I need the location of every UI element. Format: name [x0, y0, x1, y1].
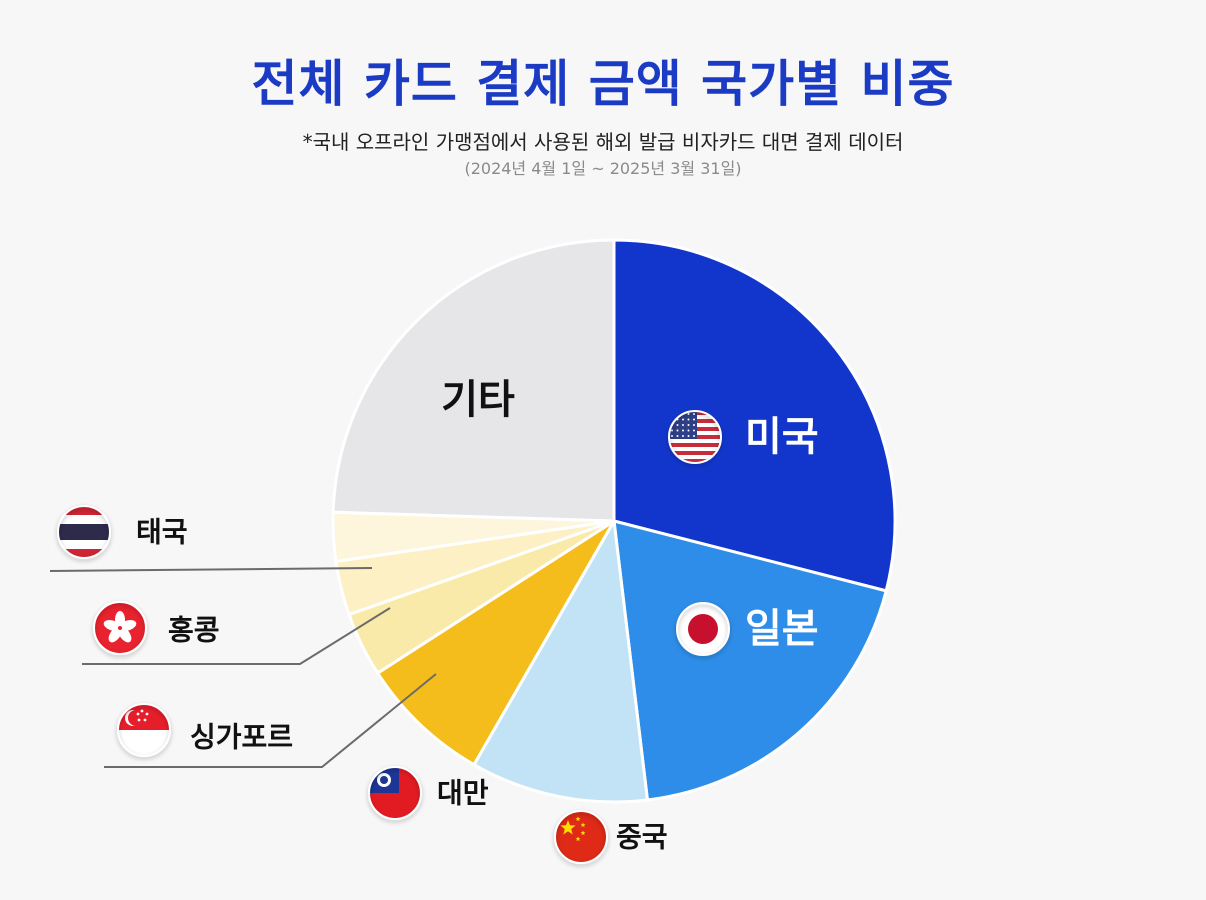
- leader-line: [82, 607, 391, 665]
- us-flag-icon: [668, 410, 722, 464]
- leader-line: [49, 567, 373, 572]
- china-flag-icon: [554, 810, 608, 864]
- chart-period: (2024년 4월 1일 ~ 2025년 3월 31일): [464, 159, 742, 178]
- leader-line: [104, 673, 437, 768]
- page-title: 전체 카드 결제 금액 국가별 비중: [251, 55, 955, 113]
- taiwan-flag-icon: [368, 766, 422, 820]
- slice-label: 중국: [616, 821, 668, 854]
- pie-slices: [331, 238, 897, 804]
- thailand-flag-icon: [57, 505, 111, 559]
- slice-us: [612, 238, 897, 593]
- leader-lines: [49, 567, 437, 768]
- hongkong-flag-icon: [93, 601, 147, 655]
- slice-label: 기타: [441, 377, 515, 423]
- slice-taiwan: [375, 519, 616, 767]
- slice-label: 미국: [745, 414, 819, 460]
- slice-japan: [612, 519, 888, 802]
- slice-label: 대만: [437, 777, 489, 810]
- slice-label: 싱가포르: [190, 721, 293, 754]
- slice-label: 일본: [745, 606, 819, 652]
- japan-flag-icon: [676, 602, 730, 656]
- slice-label: 홍콩: [168, 614, 220, 647]
- chart-subtitle: *국내 오프라인 가맹점에서 사용된 해외 발급 비자카드 대면 결제 데이터: [302, 130, 904, 154]
- slice-label: 태국: [136, 516, 188, 549]
- slice-china: [471, 516, 650, 804]
- singapore-flag-icon: [117, 703, 171, 757]
- slice-other: [331, 238, 616, 523]
